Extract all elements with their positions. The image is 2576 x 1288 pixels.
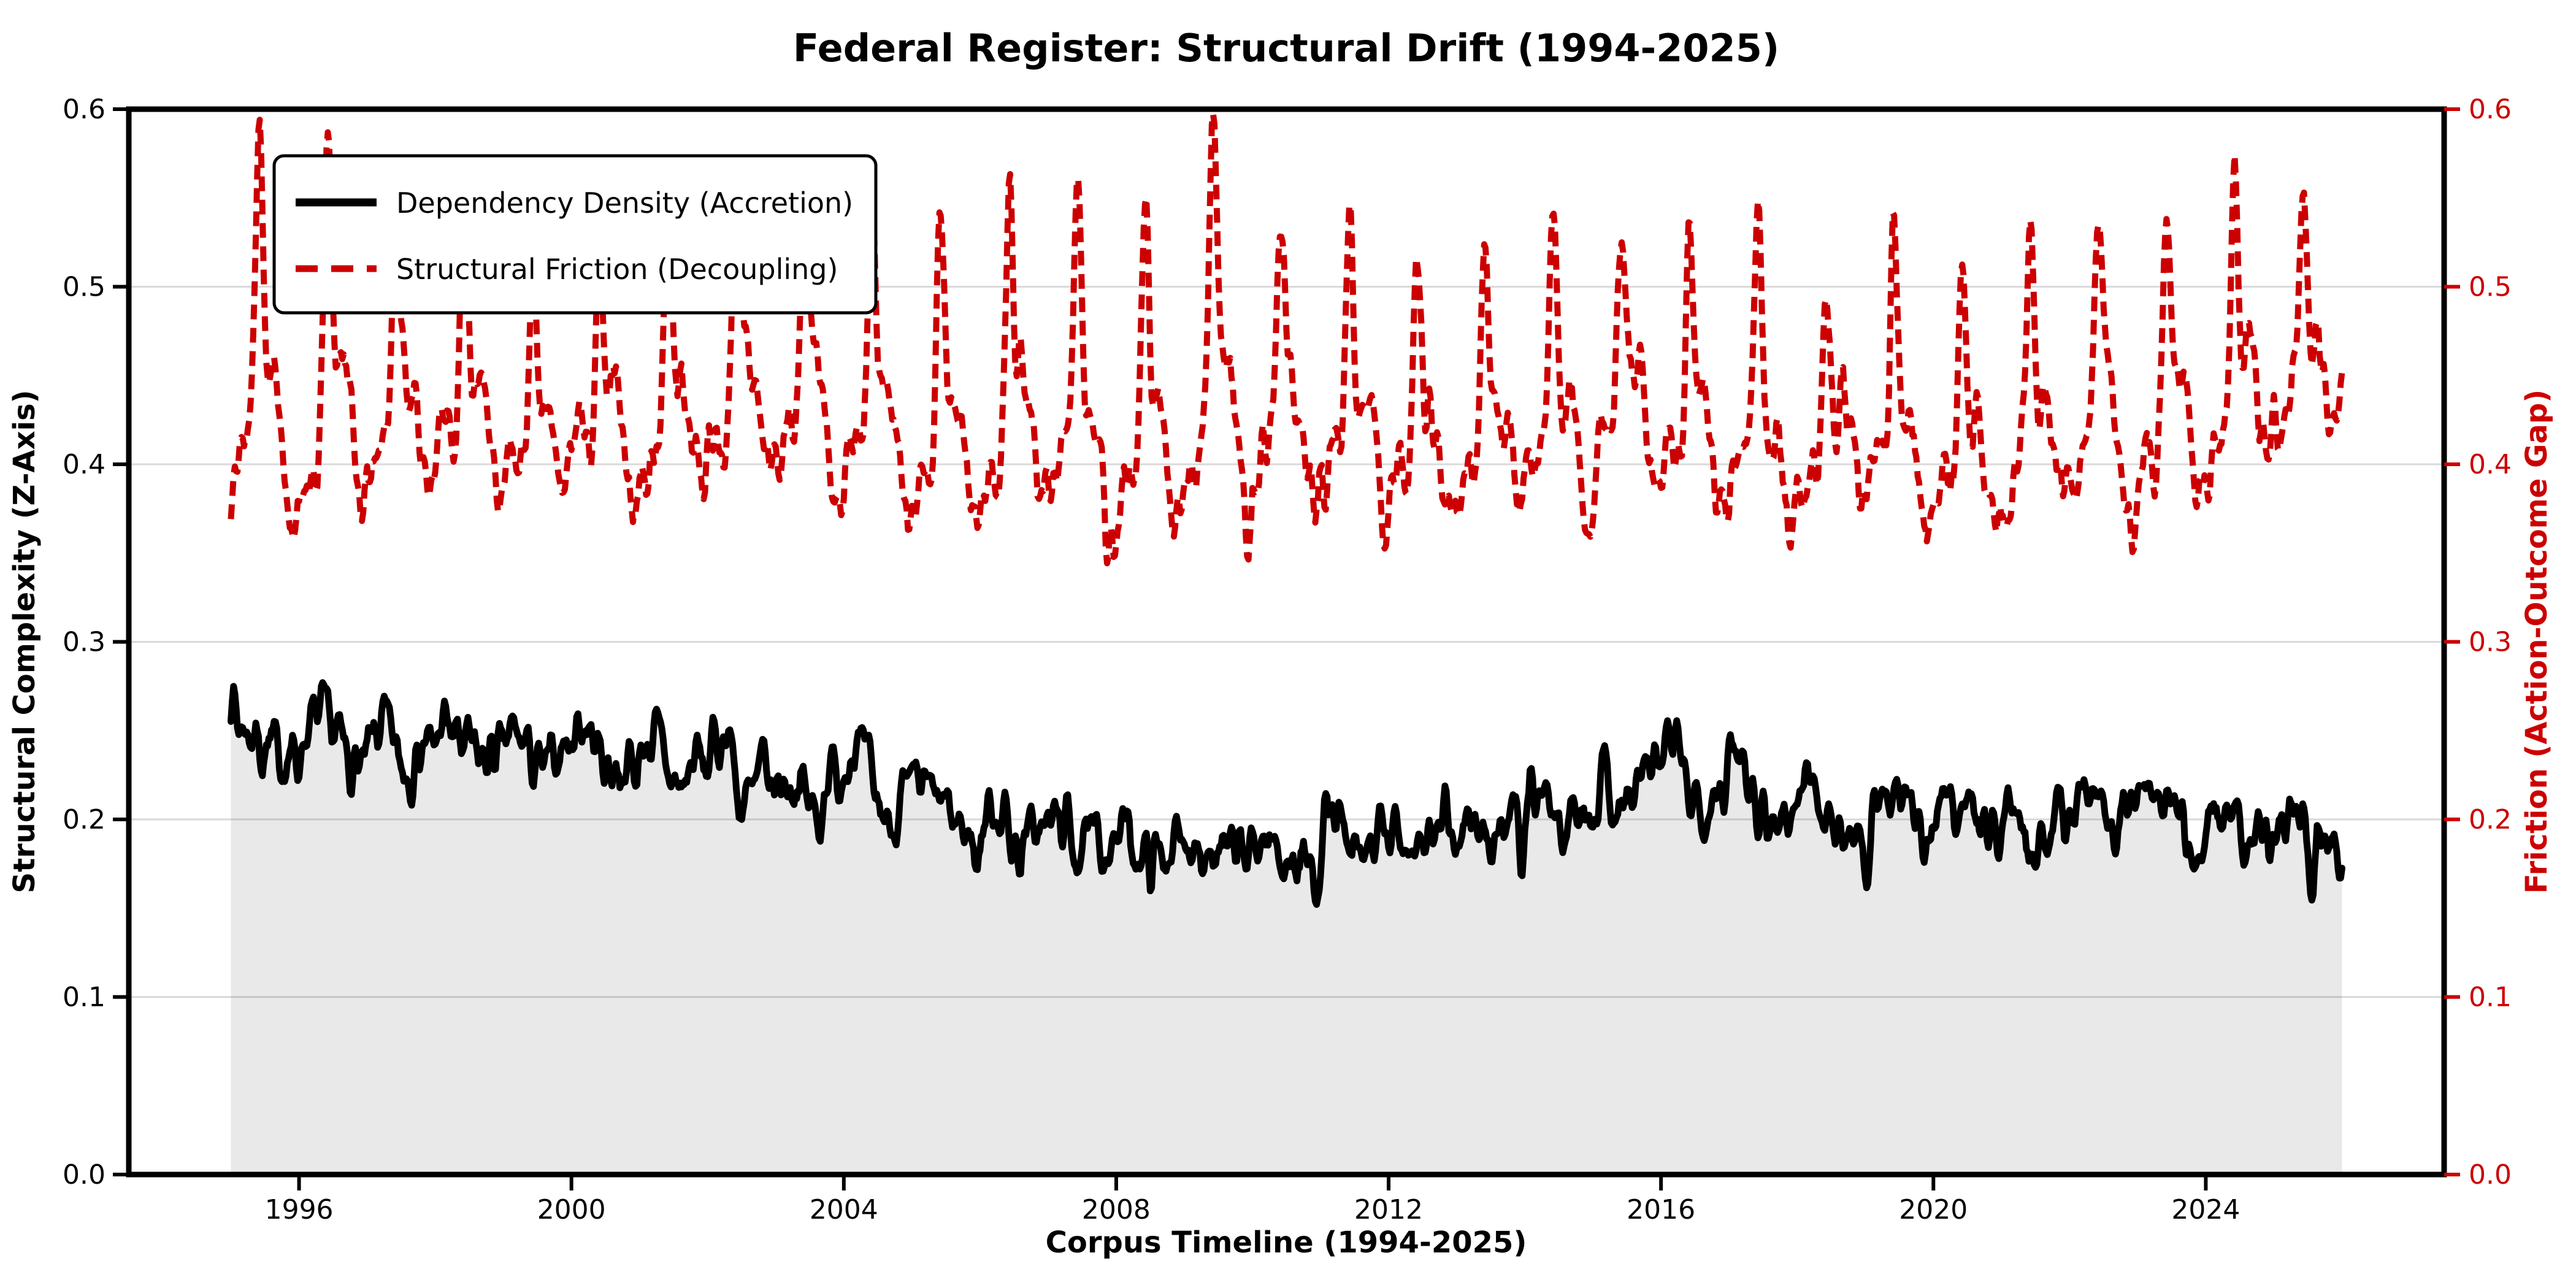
- y-tick-label-left: 0.2: [63, 804, 105, 835]
- legend-box: [272, 154, 878, 315]
- x-tick-label: 2020: [1899, 1194, 1968, 1225]
- x-tick-label: 2008: [1082, 1194, 1151, 1225]
- y-tick-label-right: 0.5: [2469, 272, 2512, 303]
- y-tick-label-left: 0.0: [63, 1159, 105, 1190]
- legend-label-structural-friction: Structural Friction (Decoupling): [396, 253, 838, 286]
- y-tick-label-right: 0.3: [2469, 627, 2512, 658]
- y-tick-label-right: 0.6: [2469, 94, 2512, 125]
- x-axis-label: Corpus Timeline (1994-2025): [1046, 1225, 1527, 1260]
- dependency-density-fill: [231, 682, 2342, 1175]
- y-tick-label-right: 0.1: [2469, 982, 2512, 1013]
- x-tick-label: 2012: [1354, 1194, 1423, 1225]
- y-tick-label-right: 0.4: [2469, 449, 2512, 480]
- y-tick-label-left: 0.6: [63, 94, 105, 125]
- x-tick-label: 2016: [1627, 1194, 1695, 1225]
- x-tick-label: 1996: [265, 1194, 334, 1225]
- y-tick-label-left: 0.1: [63, 982, 105, 1013]
- y-axis-label-right: Friction (Action-Outcome Gap): [2520, 389, 2554, 894]
- y-tick-label-right: 0.0: [2469, 1159, 2512, 1190]
- plot-area: 0.0 0.0 0.1 0.1 0.2 0.2 0.3 0.3 0.4 0.4 0.5 0.5 0.6 0…: [63, 94, 2512, 1225]
- y-axis-label-left: Structural Complexity (Z-Axis): [7, 390, 42, 894]
- legend: Dependency Density (Accretion) Structura…: [272, 154, 878, 315]
- chart-title: Federal Register: Structural Drift (1994…: [793, 26, 1779, 71]
- legend-label-dependency-density: Dependency Density (Accretion): [396, 186, 853, 220]
- structural-friction-line: [228, 110, 2345, 567]
- x-tick-label: 2000: [537, 1194, 606, 1225]
- y-tick-label-right: 0.2: [2469, 804, 2512, 835]
- x-tick-label: 2004: [810, 1194, 878, 1225]
- y-tick-label-left: 0.4: [63, 449, 105, 480]
- y-tick-label-left: 0.3: [63, 627, 105, 658]
- dependency-density-line: [228, 679, 2345, 908]
- y-tick-label-left: 0.5: [63, 272, 105, 303]
- x-tick-label: 2024: [2171, 1194, 2240, 1225]
